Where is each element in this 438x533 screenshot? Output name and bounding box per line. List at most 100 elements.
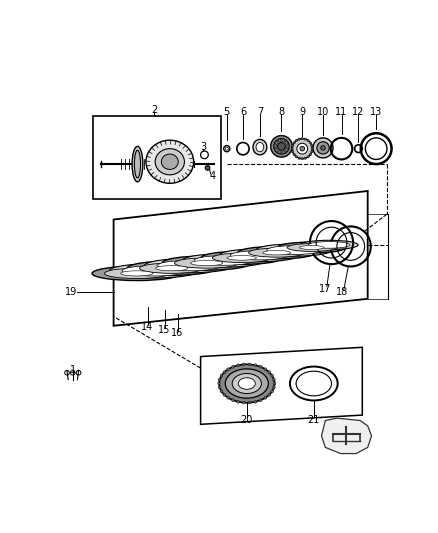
- Circle shape: [311, 148, 314, 150]
- Ellipse shape: [127, 261, 216, 276]
- Polygon shape: [321, 418, 371, 454]
- Circle shape: [237, 400, 240, 403]
- Text: 9: 9: [299, 107, 305, 117]
- Circle shape: [307, 156, 309, 158]
- Text: 7: 7: [257, 107, 263, 117]
- Ellipse shape: [321, 146, 325, 150]
- Text: 17: 17: [319, 284, 332, 294]
- Ellipse shape: [300, 147, 304, 151]
- Text: 6: 6: [240, 107, 246, 117]
- Ellipse shape: [297, 143, 307, 154]
- Circle shape: [272, 386, 276, 389]
- Ellipse shape: [174, 258, 239, 268]
- Text: 16: 16: [171, 328, 184, 338]
- Circle shape: [227, 368, 230, 370]
- Circle shape: [248, 401, 251, 404]
- Circle shape: [254, 364, 257, 367]
- Circle shape: [259, 366, 262, 368]
- Circle shape: [232, 366, 234, 368]
- Circle shape: [275, 141, 278, 144]
- Ellipse shape: [300, 240, 358, 249]
- Text: 20: 20: [240, 415, 253, 425]
- Circle shape: [223, 371, 226, 374]
- Circle shape: [285, 141, 288, 144]
- Ellipse shape: [105, 268, 169, 279]
- Ellipse shape: [274, 139, 289, 154]
- Circle shape: [304, 157, 307, 159]
- Circle shape: [307, 140, 309, 142]
- Circle shape: [223, 393, 226, 396]
- Ellipse shape: [145, 259, 234, 273]
- Ellipse shape: [249, 248, 305, 257]
- Circle shape: [264, 368, 267, 370]
- Ellipse shape: [256, 142, 264, 152]
- Ellipse shape: [253, 140, 267, 155]
- Circle shape: [227, 397, 230, 399]
- Circle shape: [293, 154, 295, 156]
- Ellipse shape: [278, 142, 285, 150]
- Circle shape: [271, 374, 273, 377]
- Circle shape: [292, 151, 294, 153]
- Ellipse shape: [146, 140, 194, 183]
- Ellipse shape: [122, 265, 186, 276]
- Text: 3: 3: [200, 142, 206, 152]
- Ellipse shape: [256, 244, 332, 256]
- Ellipse shape: [155, 265, 188, 271]
- Ellipse shape: [155, 149, 184, 175]
- Ellipse shape: [267, 246, 321, 254]
- Circle shape: [218, 378, 221, 381]
- Circle shape: [295, 156, 297, 158]
- Bar: [93, 116, 221, 199]
- Circle shape: [292, 144, 294, 147]
- Ellipse shape: [278, 242, 346, 253]
- Text: 21: 21: [307, 415, 320, 425]
- Circle shape: [301, 158, 304, 160]
- Text: 2: 2: [151, 105, 158, 115]
- Ellipse shape: [183, 254, 266, 267]
- Circle shape: [298, 138, 300, 140]
- Circle shape: [272, 378, 276, 381]
- Circle shape: [286, 145, 289, 148]
- Text: 4: 4: [210, 171, 216, 181]
- Ellipse shape: [110, 264, 199, 278]
- Text: 11: 11: [336, 107, 348, 117]
- Circle shape: [248, 363, 251, 366]
- Circle shape: [205, 166, 210, 170]
- Ellipse shape: [287, 244, 336, 252]
- Circle shape: [291, 148, 293, 150]
- Ellipse shape: [300, 246, 324, 249]
- Ellipse shape: [232, 374, 261, 393]
- Ellipse shape: [271, 135, 292, 157]
- Ellipse shape: [308, 241, 350, 248]
- Text: 8: 8: [279, 107, 285, 117]
- Circle shape: [274, 145, 277, 148]
- Circle shape: [254, 400, 257, 403]
- Ellipse shape: [194, 256, 254, 265]
- Circle shape: [259, 399, 262, 401]
- Ellipse shape: [292, 139, 312, 159]
- Text: 14: 14: [141, 322, 153, 332]
- Circle shape: [309, 142, 311, 144]
- Ellipse shape: [317, 142, 329, 154]
- Ellipse shape: [134, 150, 141, 178]
- Circle shape: [278, 151, 281, 154]
- Circle shape: [243, 401, 245, 404]
- Ellipse shape: [230, 251, 288, 260]
- Ellipse shape: [201, 252, 283, 264]
- Ellipse shape: [161, 154, 178, 169]
- Circle shape: [271, 390, 273, 393]
- Circle shape: [301, 138, 304, 140]
- Circle shape: [232, 399, 234, 401]
- Text: 5: 5: [224, 107, 230, 117]
- Circle shape: [293, 142, 295, 144]
- Circle shape: [278, 139, 281, 142]
- Text: 15: 15: [157, 325, 170, 335]
- Text: 18: 18: [336, 287, 348, 297]
- Ellipse shape: [219, 249, 299, 262]
- Circle shape: [237, 364, 240, 367]
- Ellipse shape: [238, 246, 316, 259]
- Ellipse shape: [92, 266, 181, 280]
- Circle shape: [220, 390, 223, 393]
- Ellipse shape: [263, 251, 291, 255]
- Circle shape: [285, 148, 288, 151]
